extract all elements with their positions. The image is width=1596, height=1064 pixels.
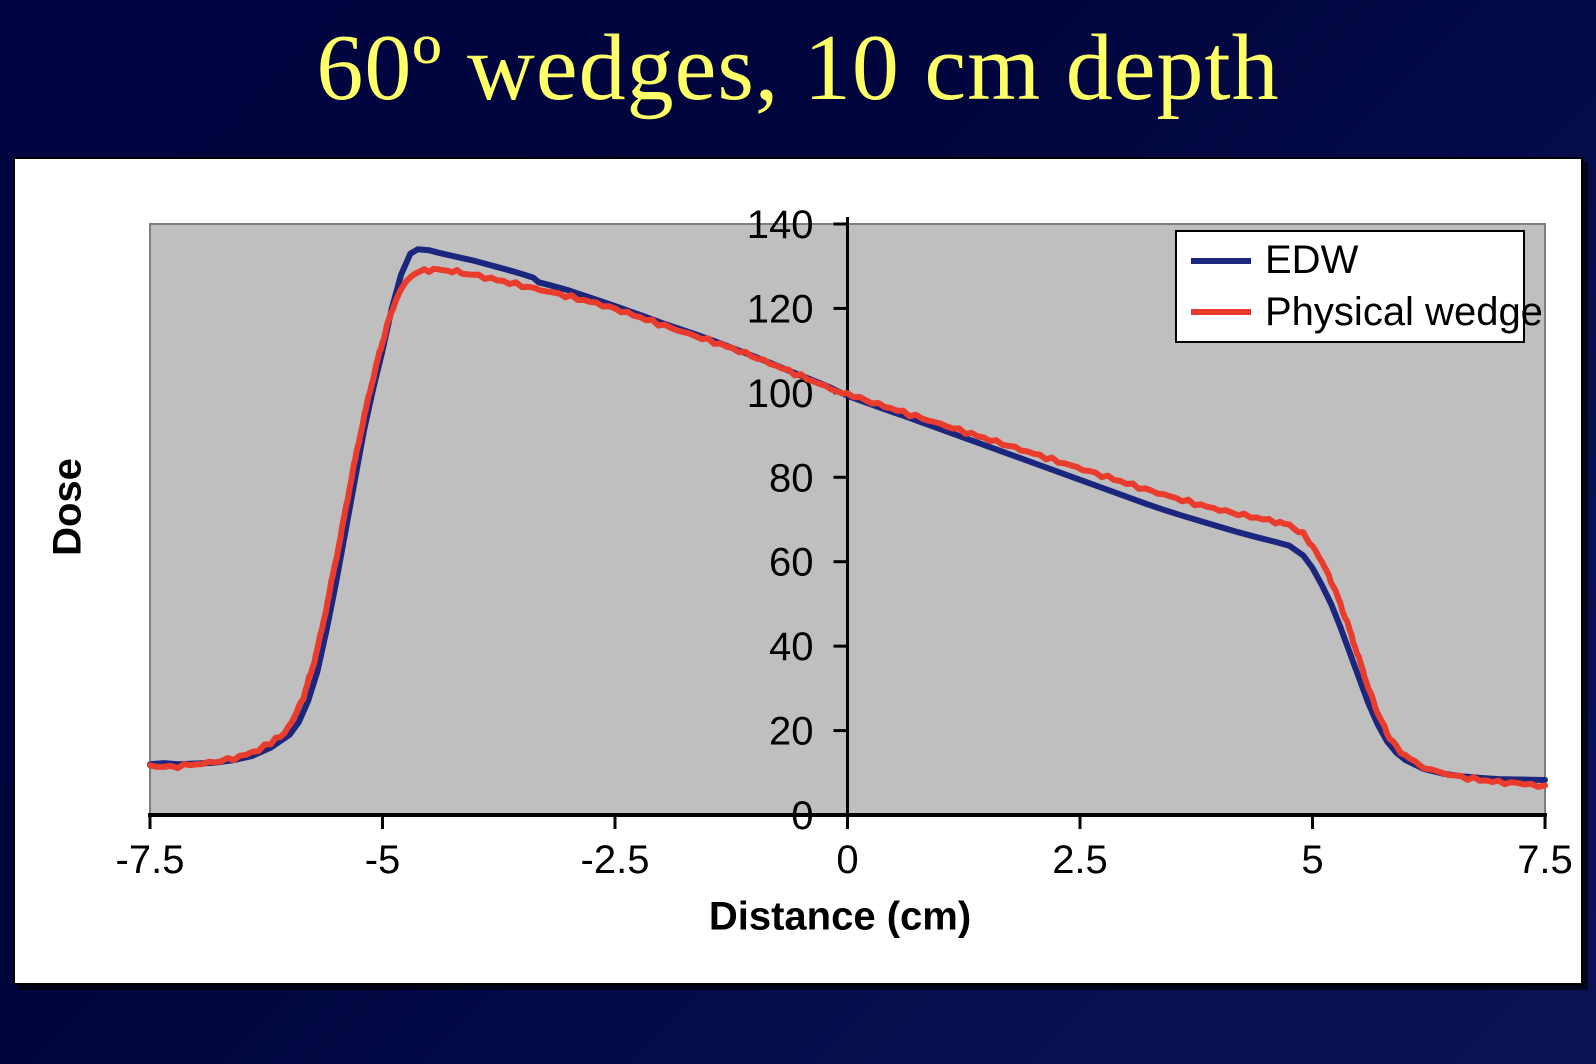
x-tick-label: -5 [365, 838, 401, 882]
chart-panel: 020406080100120140-7.5-5-2.502.557.5 Dos… [13, 157, 1583, 985]
legend-item: Physical wedge [1191, 290, 1543, 335]
x-tick-label: 0 [836, 838, 858, 882]
y-tick-label: 60 [769, 541, 814, 585]
y-tick-label: 80 [769, 456, 814, 500]
x-tick-label: 7.5 [1517, 838, 1573, 882]
physical-wedge-line-swatch [1191, 309, 1251, 316]
y-axis-title: Dose [45, 458, 90, 556]
legend-item: EDW [1191, 238, 1523, 283]
x-tick-label: 5 [1301, 838, 1323, 882]
legend: EDW Physical wedge [1175, 230, 1543, 343]
legend-label-physical-wedge: Physical wedge [1265, 289, 1543, 334]
y-tick-label: 140 [747, 203, 814, 247]
y-tick-label: 20 [769, 710, 814, 754]
edw-line-swatch [1191, 257, 1251, 264]
x-tick-label: -7.5 [116, 838, 185, 882]
x-axis-title: Distance (cm) [708, 894, 972, 939]
x-tick-label: -2.5 [581, 838, 650, 882]
series-line-physical-wedge [147, 265, 1548, 790]
y-tick-label: 120 [747, 287, 814, 331]
legend-label-edw: EDW [1265, 238, 1359, 283]
slide-title: 60º wedges, 10 cm depth [316, 16, 1280, 120]
x-tick-label: 2.5 [1052, 838, 1108, 882]
y-tick-label: 40 [769, 625, 814, 669]
